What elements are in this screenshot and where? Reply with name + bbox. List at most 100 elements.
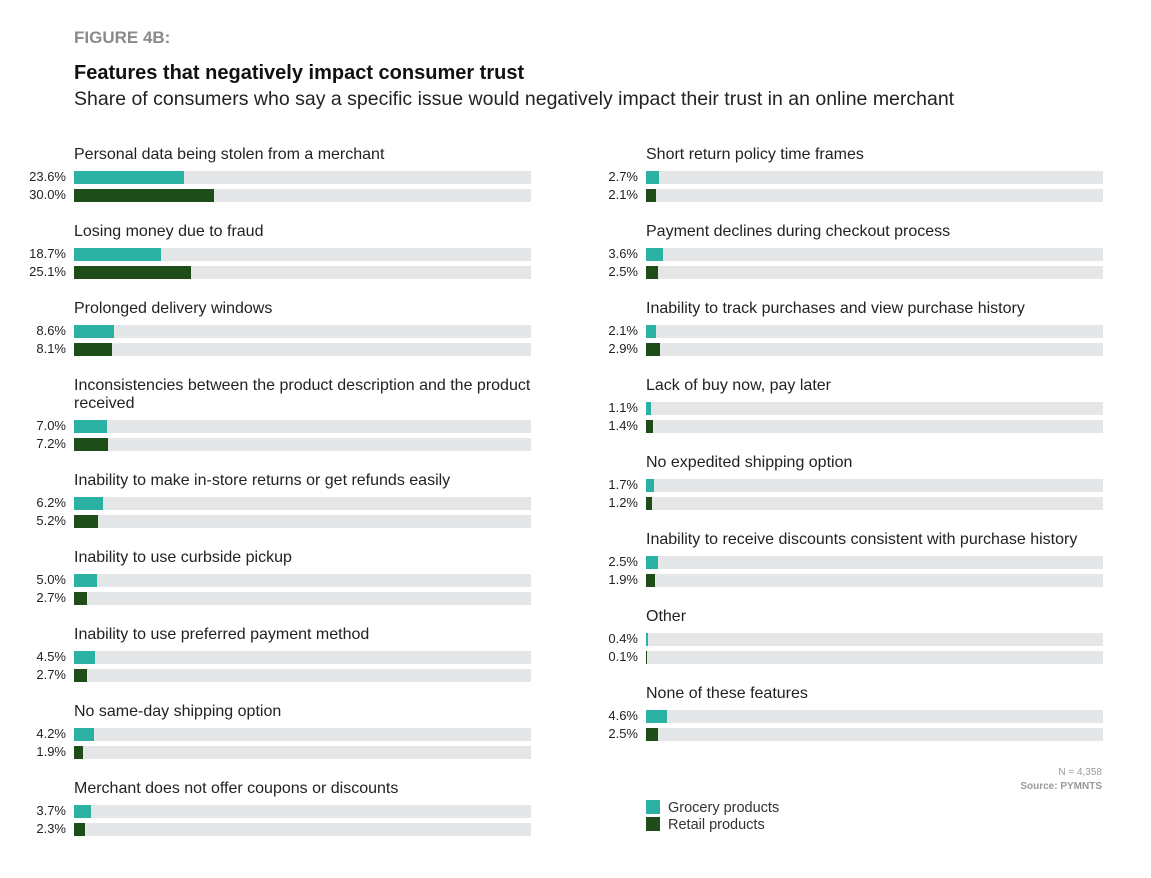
legend-swatch-grocery bbox=[646, 800, 660, 814]
data-label: 5.2% bbox=[36, 513, 66, 528]
category-label: Prolonged delivery windows bbox=[74, 300, 273, 317]
bar-group: Prolonged delivery windows 8.6% 8.1% bbox=[36, 300, 531, 356]
data-label: 5.0% bbox=[36, 572, 66, 587]
data-label: 2.3% bbox=[36, 821, 66, 836]
bar-row: 18.7% bbox=[29, 246, 531, 261]
category-label: Inability to use curbside pickup bbox=[74, 549, 292, 566]
bar-retail bbox=[646, 651, 647, 664]
figure-number: FIGURE 4B: bbox=[74, 28, 171, 47]
bar-grocery bbox=[74, 248, 162, 261]
data-label: 18.7% bbox=[29, 246, 66, 261]
bar-track bbox=[74, 746, 531, 759]
bar-retail bbox=[74, 343, 112, 356]
category-label: No same-day shipping option bbox=[74, 703, 282, 720]
bar-grocery bbox=[646, 402, 652, 415]
bar-row: 4.2% bbox=[36, 726, 531, 741]
bar-track bbox=[646, 710, 1103, 723]
data-label: 1.2% bbox=[608, 495, 638, 510]
data-label: 23.6% bbox=[29, 169, 66, 184]
bar-track bbox=[74, 497, 531, 510]
bar-grocery bbox=[74, 171, 184, 184]
bar-track bbox=[646, 651, 1103, 664]
bar-track bbox=[646, 497, 1103, 510]
data-label: 2.7% bbox=[36, 590, 66, 605]
bar-grocery bbox=[74, 805, 92, 818]
bar-group: Inability to use curbside pickup 5.0% 2.7% bbox=[36, 549, 531, 605]
bar-track bbox=[646, 402, 1103, 415]
data-label: 0.1% bbox=[608, 649, 638, 664]
bar-row: 2.7% bbox=[608, 169, 1103, 184]
bar-retail bbox=[74, 515, 99, 528]
bar-grocery bbox=[74, 325, 115, 338]
bar-row: 1.4% bbox=[608, 418, 1103, 433]
bar-row: 1.9% bbox=[608, 572, 1103, 587]
bar-grocery bbox=[74, 651, 95, 664]
bar-row: 8.6% bbox=[36, 323, 531, 338]
data-label: 3.6% bbox=[608, 246, 638, 261]
bar-retail bbox=[74, 266, 191, 279]
category-label: Short return policy time frames bbox=[646, 146, 864, 163]
category-label: Inability to make in-store returns or ge… bbox=[74, 472, 451, 489]
bar-row: 3.7% bbox=[36, 803, 531, 818]
bar-track bbox=[74, 728, 531, 741]
bar-grocery bbox=[74, 574, 98, 587]
bar-row: 0.1% bbox=[608, 649, 1103, 664]
data-label: 3.7% bbox=[36, 803, 66, 818]
bar-grocery bbox=[646, 171, 659, 184]
bar-track bbox=[646, 248, 1103, 261]
data-label: 1.9% bbox=[608, 572, 638, 587]
data-label: 30.0% bbox=[29, 187, 66, 202]
bar-track bbox=[646, 325, 1103, 338]
bar-grocery bbox=[646, 325, 656, 338]
bar-group: Merchant does not offer coupons or disco… bbox=[36, 780, 531, 836]
data-label: 2.5% bbox=[608, 726, 638, 741]
bar-row: 8.1% bbox=[36, 341, 531, 356]
bar-track bbox=[646, 728, 1103, 741]
bar-retail bbox=[74, 746, 83, 759]
bar-track bbox=[646, 420, 1103, 433]
bar-track bbox=[74, 823, 531, 836]
bar-grocery bbox=[74, 497, 103, 510]
bar-track bbox=[646, 189, 1103, 202]
category-label: Inconsistencies between the product desc… bbox=[74, 377, 531, 412]
data-label: 7.2% bbox=[36, 436, 66, 451]
bar-group: Lack of buy now, pay later 1.1% 1.4% bbox=[608, 377, 1103, 433]
data-label: 8.1% bbox=[36, 341, 66, 356]
bar-retail bbox=[646, 497, 652, 510]
bar-track bbox=[74, 189, 531, 202]
category-label: Inability to use preferred payment metho… bbox=[74, 626, 370, 643]
bar-group: Other 0.4% 0.1% bbox=[608, 608, 1103, 664]
sample-size: N = 4,358 bbox=[1058, 767, 1102, 778]
legend-label: Grocery products bbox=[668, 800, 780, 816]
data-label: 2.9% bbox=[608, 341, 638, 356]
category-label: Payment declines during checkout process bbox=[646, 223, 951, 240]
data-label: 2.1% bbox=[608, 187, 638, 202]
data-label: 2.7% bbox=[608, 169, 638, 184]
right-column: Short return policy time frames 2.7% 2.1% P… bbox=[608, 146, 1103, 762]
category-label: Personal data being stolen from a mercha… bbox=[74, 146, 385, 163]
bar-track bbox=[74, 248, 531, 261]
data-label: 1.4% bbox=[608, 418, 638, 433]
chart-title: Features that negatively impact consumer… bbox=[74, 62, 525, 84]
bar-row: 2.7% bbox=[36, 590, 531, 605]
bar-group: None of these features 4.6% 2.5% bbox=[608, 685, 1103, 741]
category-label: Losing money due to fraud bbox=[74, 223, 264, 240]
bar-row: 2.5% bbox=[608, 264, 1103, 279]
legend-retail: Retail products bbox=[646, 817, 765, 833]
data-label: 1.1% bbox=[608, 400, 638, 415]
bar-track bbox=[74, 325, 531, 338]
bar-group: Short return policy time frames 2.7% 2.1% bbox=[608, 146, 1103, 202]
legend-swatch-retail bbox=[646, 817, 660, 831]
bar-retail bbox=[74, 823, 85, 836]
category-label: None of these features bbox=[646, 685, 808, 702]
bar-row: 1.7% bbox=[608, 477, 1103, 492]
bar-track bbox=[646, 479, 1103, 492]
category-label: Merchant does not offer coupons or disco… bbox=[74, 780, 399, 797]
bar-row: 1.2% bbox=[608, 495, 1103, 510]
bar-row: 5.0% bbox=[36, 572, 531, 587]
bar-track bbox=[74, 515, 531, 528]
data-label: 1.7% bbox=[608, 477, 638, 492]
bar-row: 2.7% bbox=[36, 667, 531, 682]
bar-row: 7.2% bbox=[36, 436, 531, 451]
